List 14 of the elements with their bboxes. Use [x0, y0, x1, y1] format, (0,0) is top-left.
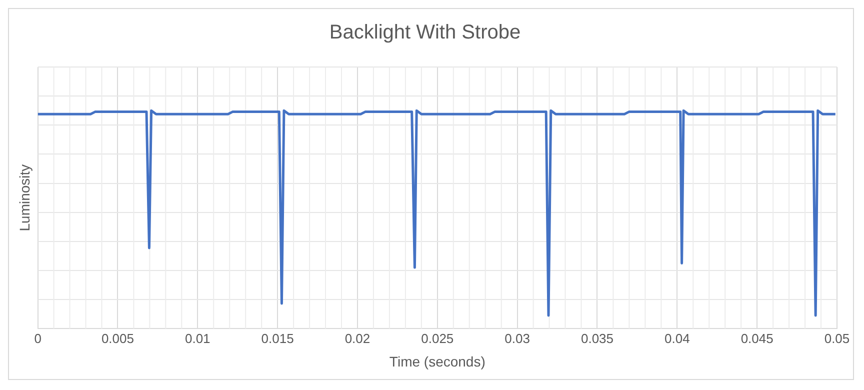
x-axis-title: Time (seconds): [389, 353, 486, 370]
x-tick-label: 0.03: [504, 330, 530, 346]
chart-title: Backlight With Strobe: [329, 22, 521, 44]
x-tick-label: 0.045: [740, 330, 774, 346]
x-tick-label: 0.005: [101, 330, 134, 346]
x-tick-label: 0.01: [184, 330, 210, 346]
x-tick-label: 0.05: [824, 330, 850, 346]
x-tick-label: 0: [34, 330, 42, 346]
x-tick-label: 0.015: [261, 330, 294, 346]
x-tick-label: 0.02: [344, 330, 370, 346]
x-tick-label: 0.04: [664, 330, 690, 346]
x-tick-label: 0.025: [421, 330, 454, 346]
y-axis-title: Luminosity: [16, 164, 32, 232]
x-tick-label: 0.035: [580, 330, 614, 346]
